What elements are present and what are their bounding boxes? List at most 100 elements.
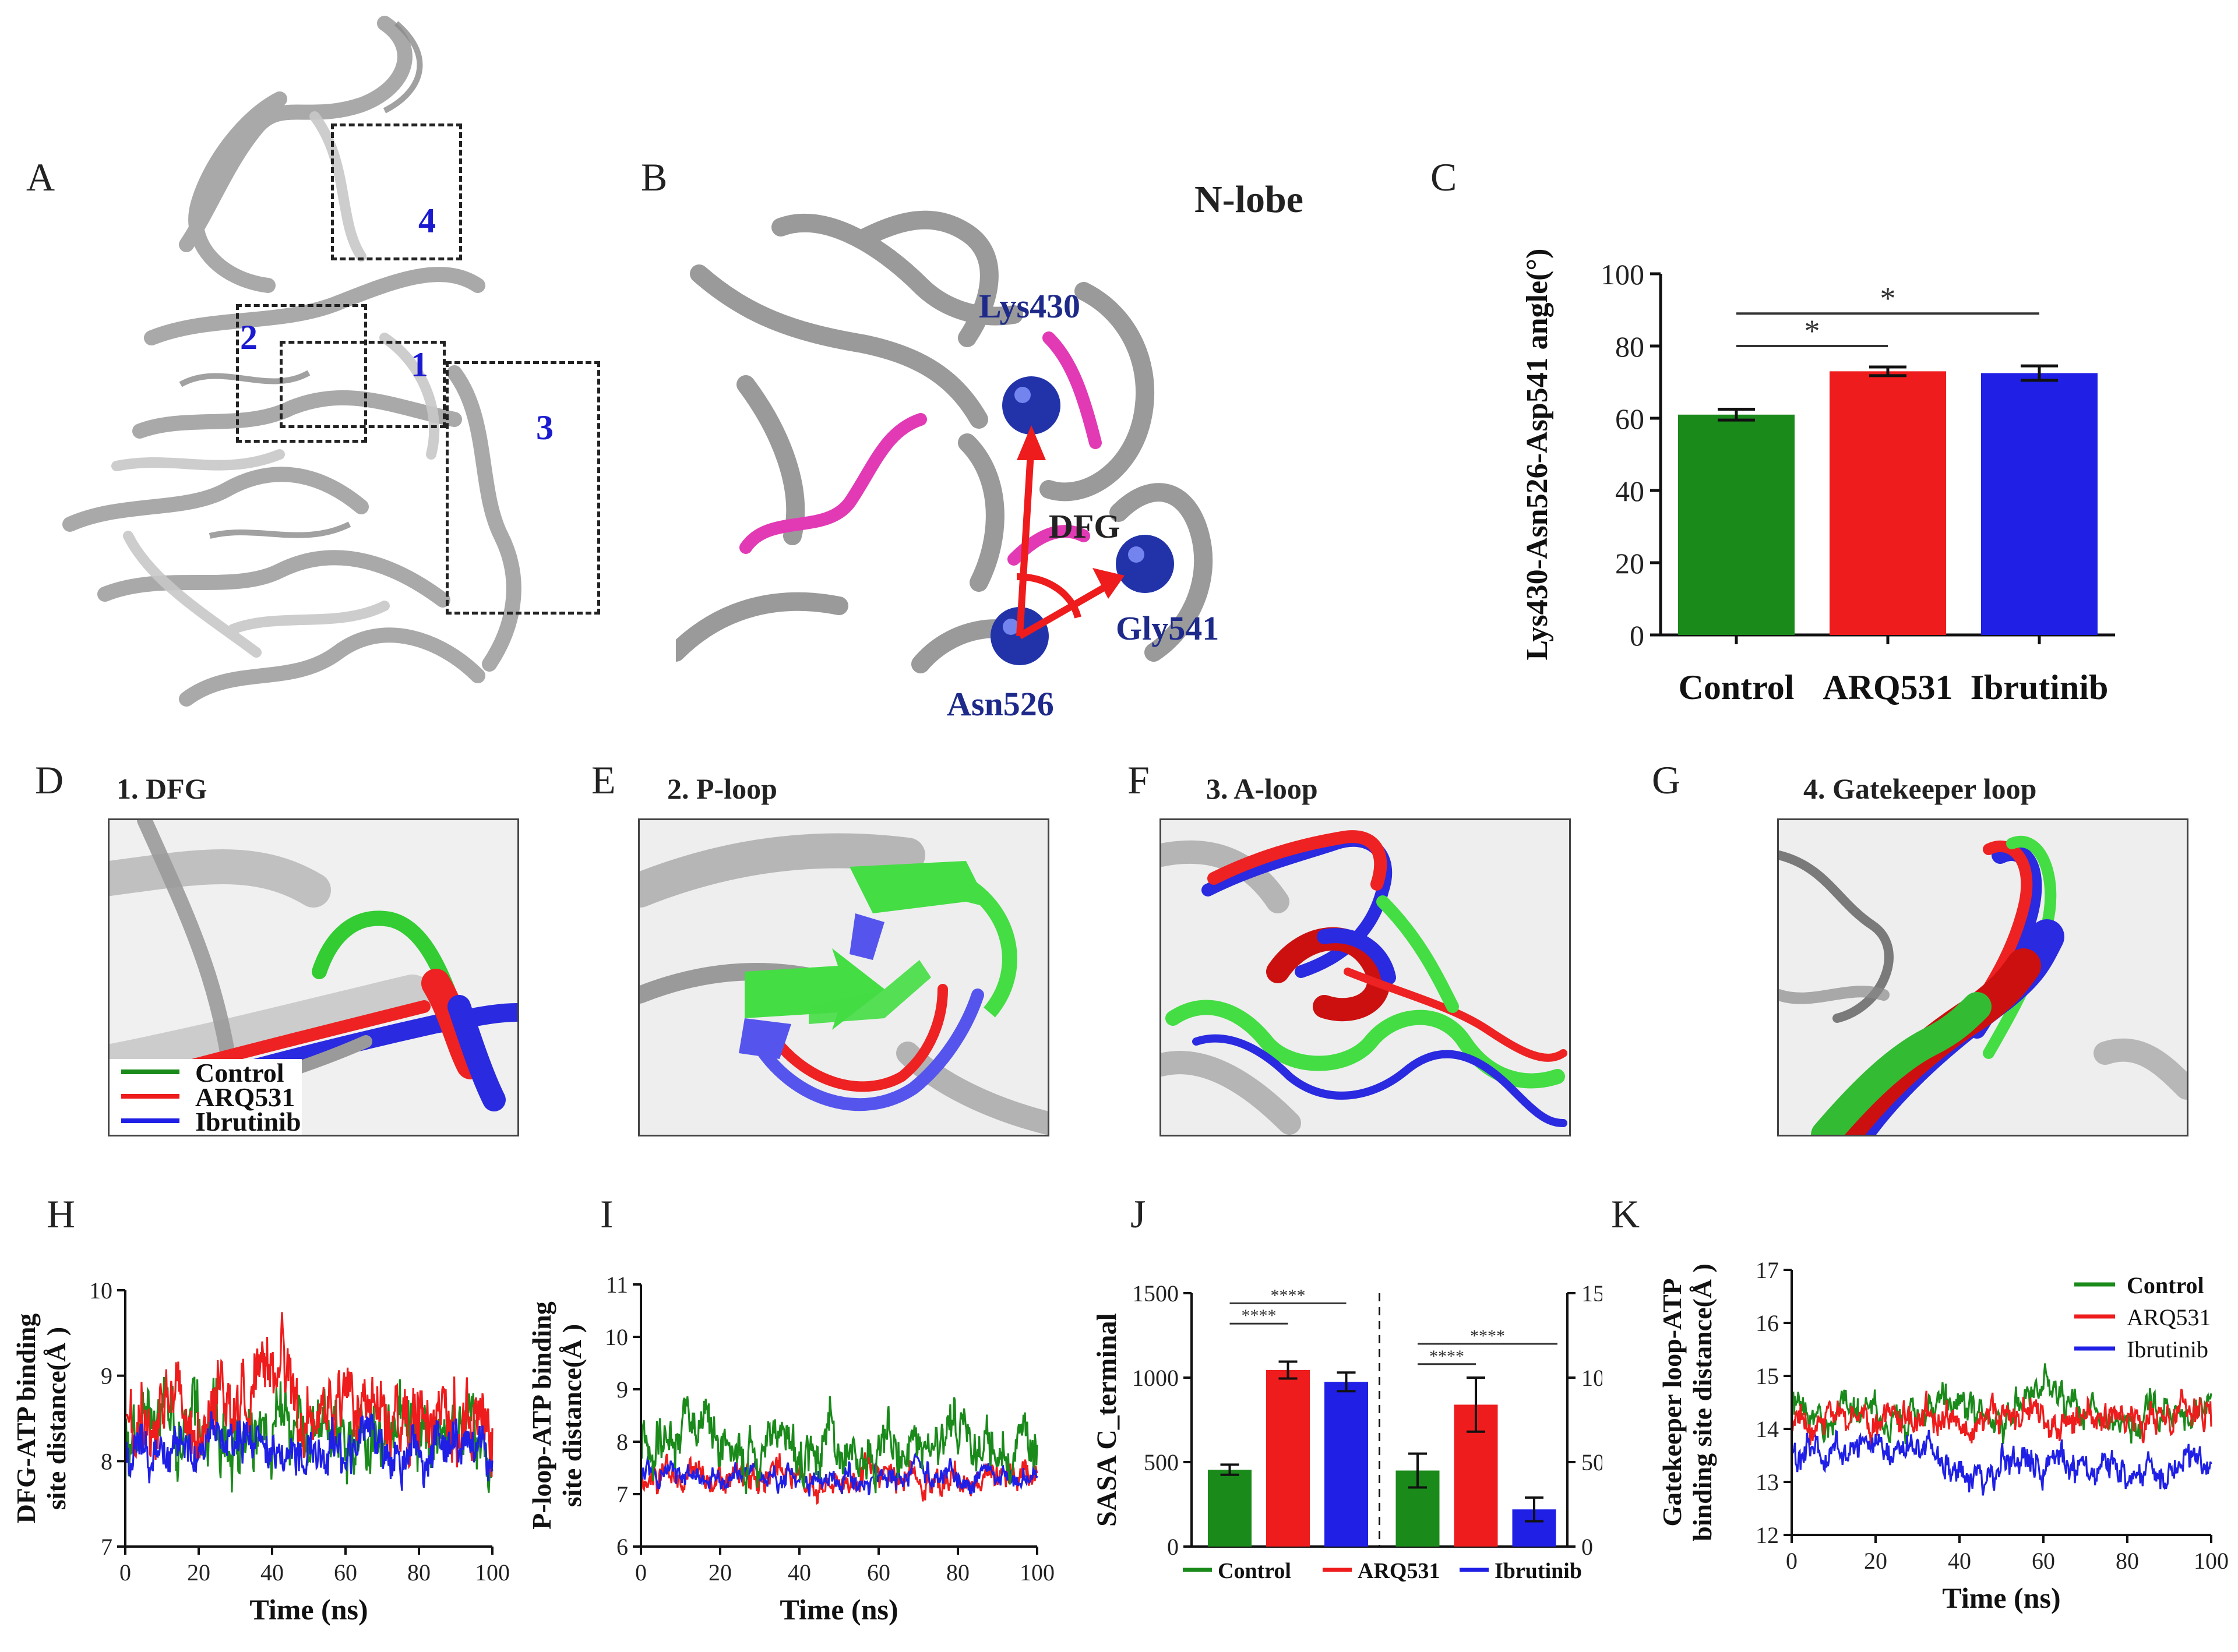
legend-d-control: Control (195, 1058, 284, 1088)
series-line-ibrutinib (640, 1452, 1038, 1497)
x-tick-label: 100 (2194, 1548, 2229, 1574)
y-tick-label: 6 (616, 1534, 628, 1560)
chart-k: 12 13 14 15 16 17 0 20 40 60 80 100 Time (ns) Gatekee… (1657, 1257, 2229, 1614)
x-axis-label: Time (ns) (780, 1593, 898, 1626)
c-bar-ibrutinib (1981, 373, 2098, 635)
chart-j: 050010001500050100150SASA C_terminalSASA… (1091, 1280, 1602, 1583)
series-line-ibrutinib (1791, 1429, 2212, 1496)
y-axis-label-line2: site distance(Å ) (41, 1327, 71, 1510)
j-bar-control (1208, 1470, 1252, 1547)
y-tick-label: 10 (605, 1324, 628, 1350)
series-line-control (1791, 1363, 2212, 1445)
region-box-1 (280, 341, 446, 428)
j-right-tick-label: 100 (1581, 1365, 1602, 1391)
panel-label-c: C (1430, 155, 1457, 199)
panel-label-e: E (591, 758, 616, 802)
x-tick-label: 0 (635, 1559, 647, 1586)
series-line-control (640, 1396, 1038, 1494)
panel-e-title: 2. P-loop (667, 772, 777, 805)
panel-a-protein-image (62, 16, 521, 707)
y-tick-label: 16 (1756, 1310, 1779, 1336)
y-axis-label-line2: site distance(Å ) (557, 1324, 587, 1507)
legend-d-arq531: ARQ531 (195, 1082, 295, 1112)
y-tick-label: 11 (605, 1272, 628, 1298)
j-sig-star: **** (1470, 1326, 1505, 1346)
panel-d-image (108, 818, 519, 1136)
series-line-arq531 (1791, 1388, 2212, 1446)
k-legend-label-control: Control (2127, 1272, 2204, 1298)
c-y-tick-label: 80 (1615, 330, 1644, 363)
x-tick-label: 20 (709, 1559, 732, 1586)
x-tick-label: 80 (946, 1559, 970, 1586)
j-left-tick-label: 1500 (1132, 1280, 1179, 1307)
region-box-4 (331, 123, 462, 260)
residue-label-gly541: Gly541 (1116, 609, 1220, 647)
x-tick-label: 40 (260, 1559, 284, 1586)
x-tick-label: 60 (334, 1559, 357, 1586)
y-tick-label: 10 (89, 1277, 112, 1304)
region-label-4: 4 (418, 202, 436, 240)
x-tick-label: 0 (119, 1559, 131, 1586)
y-tick-label: 7 (101, 1534, 112, 1560)
chart-i: 6 7 8 9 10 11 0 20 40 60 80 100 Time (ns) P-loop-ATP … (527, 1272, 1055, 1626)
c-y-tick-label: 0 (1630, 619, 1644, 652)
x-tick-label: 40 (1948, 1548, 1971, 1574)
y-tick-label: 17 (1756, 1257, 1779, 1283)
panel-label-k: K (1611, 1192, 1640, 1236)
residue-label-asn526: Asn526 (947, 685, 1054, 723)
region-label-2: 2 (240, 318, 258, 356)
j-legend-label-ibr: Ibrutinib (1495, 1559, 1582, 1583)
y-tick-label: 7 (616, 1481, 628, 1508)
panel-f-title: 3. A-loop (1206, 772, 1318, 805)
c-sig-star: * (1805, 313, 1820, 348)
y-axis-label-line2: binding site distance(Å ) (1687, 1263, 1717, 1541)
x-tick-label: 60 (867, 1559, 890, 1586)
j-sig-star: **** (1429, 1347, 1464, 1366)
c-x-tick-label: ARQ531 (1823, 668, 1952, 707)
region-box-3 (446, 361, 600, 615)
panel-label-g: G (1652, 758, 1681, 802)
k-legend-label-ibr: Ibrutinib (2127, 1336, 2208, 1362)
j-left-tick-label: 1000 (1132, 1365, 1179, 1391)
y-tick-label: 15 (1756, 1363, 1779, 1389)
panel-label-a: A (26, 155, 55, 199)
panel-g-image (1777, 818, 2188, 1136)
c-y-tick-label: 100 (1601, 258, 1644, 291)
y-tick-label: 12 (1756, 1522, 1779, 1548)
x-tick-label: 0 (1786, 1548, 1798, 1574)
y-axis-label-line1: P-loop-ATP binding (527, 1301, 556, 1530)
panel-label-b: B (641, 155, 668, 199)
panel-label-f: F (1127, 758, 1150, 802)
y-tick-label: 8 (616, 1429, 628, 1455)
x-axis-label: Time (ns) (1942, 1582, 2060, 1614)
y-tick-label: 9 (101, 1363, 112, 1389)
x-tick-label: 20 (187, 1559, 210, 1586)
y-tick-label: 9 (616, 1376, 628, 1403)
j-right-tick-label: 0 (1581, 1534, 1593, 1560)
c-bar-arq531 (1830, 371, 1946, 635)
residue-label-lys430: Lys430 (979, 287, 1081, 325)
j-left-tick-label: 0 (1167, 1534, 1179, 1560)
panel-label-i: I (600, 1192, 614, 1236)
legend-d-ibrutinib: Ibrutinib (195, 1107, 301, 1136)
j-legend-label-arq: ARQ531 (1358, 1559, 1440, 1583)
panel-label-d: D (35, 758, 64, 802)
y-axis-label-line1: Gatekeeper loop-ATP (1657, 1278, 1687, 1526)
x-tick-label: 80 (2116, 1548, 2139, 1574)
j-sig-star: **** (1271, 1286, 1306, 1305)
c-bar-control (1678, 414, 1795, 635)
x-tick-label: 20 (1864, 1548, 1887, 1574)
c-x-tick-label: Ibrutinib (1971, 668, 2109, 707)
series-line-ibrutinib (124, 1411, 494, 1491)
region-box-2 (236, 304, 367, 443)
j-right-tick-label: 150 (1581, 1280, 1602, 1307)
c-y-tick-label: 20 (1615, 547, 1644, 580)
x-tick-label: 80 (407, 1559, 431, 1586)
y-tick-label: 8 (101, 1448, 112, 1474)
panel-b-protein-image (676, 210, 1213, 673)
j-legend-label-control: Control (1218, 1559, 1291, 1583)
residue-label-dfg: DFG (1049, 507, 1120, 545)
panel-b-title: N-lobe (1194, 178, 1303, 221)
y-tick-label: 14 (1756, 1416, 1779, 1442)
